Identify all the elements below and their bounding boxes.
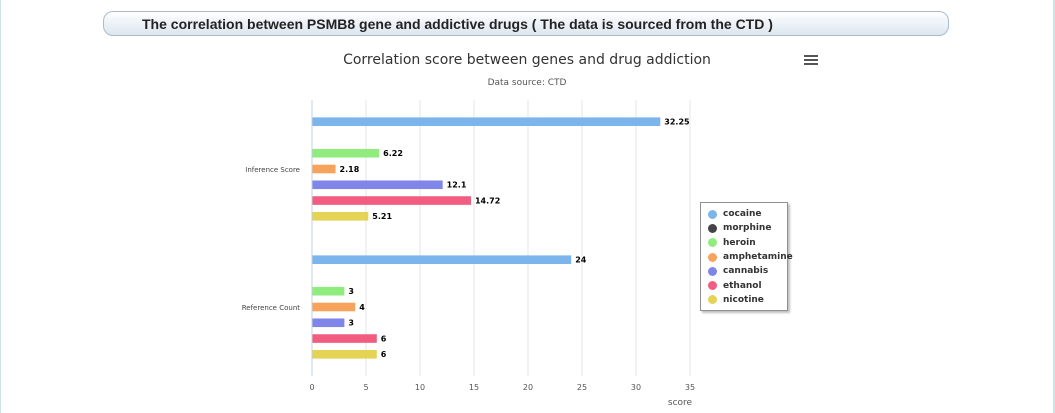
legend-marker-icon: [708, 209, 717, 219]
chart-legend: cocaine morphine heroin amphetamine cannabis…: [700, 202, 793, 311]
legend-item-cocaine[interactable]: cocaine: [708, 207, 787, 221]
bar-series: [312, 117, 661, 359]
page-left-border: [0, 0, 1, 413]
bar-amphetamine[interactable]: [312, 302, 356, 312]
legend-marker-icon: [708, 252, 717, 262]
x-axis-title: score: [668, 398, 693, 408]
bar-amphetamine[interactable]: [312, 164, 336, 174]
legend-item-heroin[interactable]: heroin: [708, 236, 787, 250]
bar-heroin[interactable]: [312, 286, 345, 296]
chart-title: Correlation score between genes and drug…: [343, 52, 711, 68]
x-tick-label: 25: [577, 383, 587, 392]
legend-label: cannabis: [723, 266, 769, 277]
axes: 0 5 10 15 20 25 30 35 Inference Score Reference C…: [242, 100, 695, 392]
bar-heroin[interactable]: [312, 148, 380, 158]
y-category-label: Reference Count: [242, 304, 301, 312]
legend-label: ethanol: [723, 280, 762, 291]
hamburger-menu-icon[interactable]: [804, 55, 818, 69]
data-labels: 32.25 6.22 2.18 12.1 14.72 5.21 24 343 6 6: [340, 117, 690, 359]
data-label: 6: [381, 350, 387, 359]
section-title: The correlation between PSMB8 gene and a…: [142, 16, 773, 32]
x-tick-label: 10: [415, 383, 425, 392]
page-right-border: [1053, 0, 1055, 413]
data-label: 4: [359, 303, 365, 312]
section-header: The correlation between PSMB8 gene and a…: [103, 11, 949, 36]
legend-label: heroin: [723, 237, 756, 248]
bar-nicotine[interactable]: [312, 212, 369, 221]
bar-cocaine[interactable]: [312, 117, 661, 126]
legend-item-ethanol[interactable]: ethanol: [708, 278, 787, 292]
data-label: 6.22: [383, 149, 403, 158]
x-tick-label: 5: [363, 383, 368, 392]
x-tick-label: 30: [631, 383, 641, 392]
data-label: 24: [575, 255, 587, 264]
data-label: 32.25: [664, 117, 690, 126]
chart-subtitle: Data source: CTD: [488, 78, 567, 88]
legend-label: morphine: [723, 223, 772, 234]
legend-item-cannabis[interactable]: cannabis: [708, 264, 787, 278]
x-tick-label: 0: [309, 383, 314, 392]
legend-marker-icon: [708, 238, 717, 248]
grid-lines: [365, 100, 691, 376]
bar-ethanol[interactable]: [312, 334, 377, 343]
bar-nicotine[interactable]: [312, 350, 377, 359]
legend-label: amphetamine: [723, 252, 793, 263]
data-label: 2.18: [340, 165, 360, 174]
x-tick-label: 15: [469, 383, 479, 392]
bar-ethanol[interactable]: [312, 196, 471, 205]
x-tick-label: 20: [523, 383, 533, 392]
data-label: 3: [348, 287, 354, 296]
bar-cocaine[interactable]: [312, 255, 572, 264]
x-tick-label: 35: [685, 383, 695, 392]
data-label: 12.1: [447, 181, 467, 190]
data-label: 5.21: [372, 212, 392, 221]
legend-item-nicotine[interactable]: nicotine: [708, 293, 787, 307]
data-label: 14.72: [475, 196, 500, 205]
legend-marker-icon: [708, 266, 717, 276]
legend-marker-icon: [708, 223, 717, 233]
y-category-label: Inference Score: [245, 166, 300, 174]
bar-cannabis[interactable]: [312, 318, 345, 328]
legend-item-amphetamine[interactable]: amphetamine: [708, 250, 793, 264]
legend-marker-icon: [708, 295, 717, 305]
legend-marker-icon: [708, 281, 717, 291]
legend-label: nicotine: [723, 294, 764, 305]
data-label: 3: [348, 319, 354, 328]
data-label: 6: [381, 334, 387, 343]
bar-cannabis[interactable]: [312, 180, 443, 190]
legend-label: cocaine: [723, 209, 762, 220]
legend-item-morphine[interactable]: morphine: [708, 221, 787, 235]
